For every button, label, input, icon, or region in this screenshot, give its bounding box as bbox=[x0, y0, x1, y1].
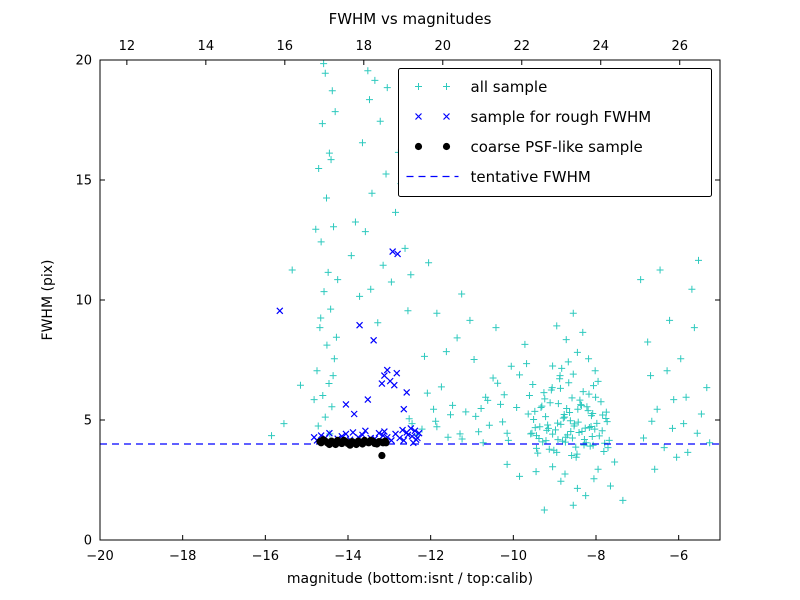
x-tick-label-bottom: −6 bbox=[669, 549, 688, 564]
y-tick-label: 5 bbox=[84, 414, 92, 429]
axis-ticks bbox=[99, 59, 720, 541]
y-axis-label: FWHM (pix) bbox=[40, 260, 56, 341]
x-tick-label-bottom: −16 bbox=[252, 549, 279, 564]
series-all-sample bbox=[268, 60, 714, 514]
x-tick-label-top: 22 bbox=[513, 39, 530, 54]
y-tick-label: 0 bbox=[84, 534, 92, 549]
x-tick-label-bottom: −20 bbox=[86, 549, 113, 564]
x-tick-label-top: 16 bbox=[277, 39, 294, 54]
x-tick-label-top: 26 bbox=[671, 39, 688, 54]
y-tick-label: 15 bbox=[75, 174, 92, 189]
legend-label: coarse PSF-like sample bbox=[471, 138, 643, 156]
x-tick-label-top: 18 bbox=[356, 39, 373, 54]
legend-box bbox=[398, 68, 712, 197]
x-tick-label-top: 24 bbox=[592, 39, 609, 54]
legend: all sample sample for rough FWHM coarse PS… bbox=[398, 68, 712, 197]
x-tick-label-top: 20 bbox=[435, 39, 452, 54]
x-tick-label-bottom: −8 bbox=[586, 549, 605, 564]
x-tick-label-top: 14 bbox=[198, 39, 215, 54]
x-tick-label-bottom: −10 bbox=[500, 549, 527, 564]
x-tick-label-bottom: −14 bbox=[334, 549, 361, 564]
x-tick-label-top: 12 bbox=[119, 39, 136, 54]
y-tick-label: 10 bbox=[75, 294, 92, 309]
y-tick-label: 20 bbox=[75, 54, 92, 69]
x-tick-label-bottom: −12 bbox=[417, 549, 444, 564]
legend-label: tentative FWHM bbox=[471, 168, 591, 186]
series-coarse-psf-like-sample bbox=[316, 436, 390, 460]
x-axis-label: magnitude (bottom:isnt / top:calib) bbox=[287, 571, 533, 587]
x-tick-label-bottom: −18 bbox=[169, 549, 196, 564]
legend-label: all sample bbox=[471, 78, 548, 96]
legend-label: sample for rough FWHM bbox=[471, 108, 652, 126]
chart-title: FWHM vs magnitudes bbox=[329, 10, 492, 28]
